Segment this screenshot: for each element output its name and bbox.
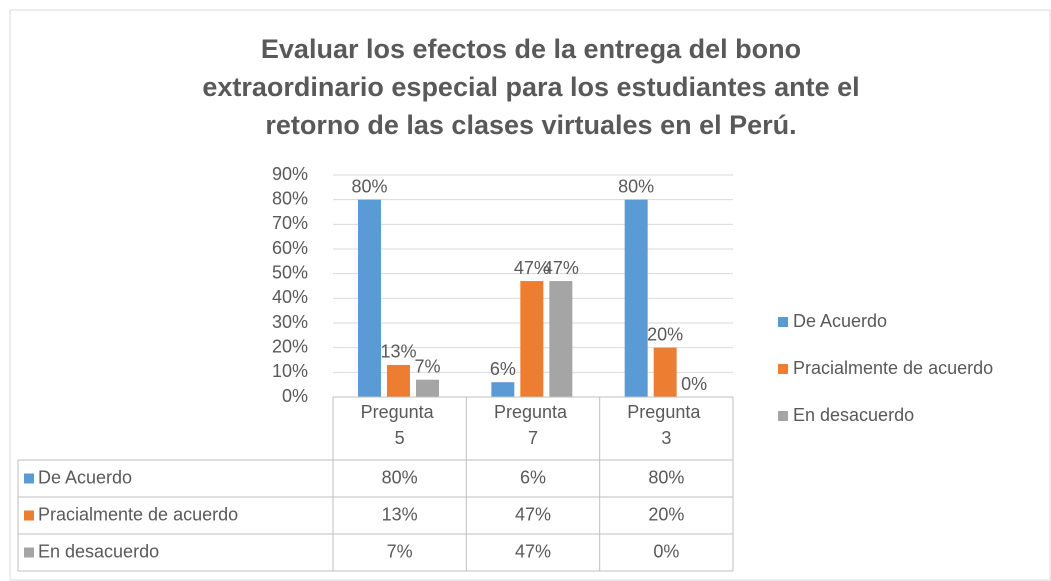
chart-title: Evaluar los efectos de la entrega del bo… (261, 34, 801, 64)
data-label: 47% (514, 258, 550, 278)
table-cell: 80% (382, 467, 418, 487)
y-tick-label: 70% (272, 213, 308, 233)
table-cell: 80% (648, 467, 684, 487)
table-cell: 0% (653, 541, 679, 561)
x-tick-label: Pregunta 5 (361, 402, 439, 448)
data-label: 0% (681, 374, 707, 394)
y-tick-label: 20% (272, 336, 308, 356)
data-label: 13% (380, 342, 416, 362)
data-label: 80% (351, 176, 387, 196)
data-label: 6% (490, 359, 516, 379)
legend-label: De Acuerdo (793, 311, 887, 331)
data-label: 80% (618, 176, 654, 196)
legend-key (778, 364, 788, 374)
bar (416, 379, 439, 397)
table-legend-key (24, 510, 34, 521)
bar (387, 364, 410, 397)
table-cell: 47% (515, 504, 551, 524)
x-tick-label: Pregunta 3 (627, 402, 705, 448)
y-tick-label: 10% (272, 361, 308, 381)
y-tick-label: 60% (272, 238, 308, 258)
bar (491, 382, 515, 397)
table-legend-key (24, 473, 34, 484)
y-tick-label: 0% (282, 386, 308, 406)
table-series-name: Pracialmente de acuerdo (38, 504, 238, 524)
legend-label: Pracialmente de acuerdo (793, 358, 993, 378)
y-tick-label: 90% (272, 164, 308, 184)
legend-key (778, 411, 788, 421)
x-tick-label: Pregunta 7 (494, 402, 572, 448)
y-tick-label: 40% (272, 287, 308, 307)
bar (358, 199, 381, 397)
table-cell: 7% (387, 541, 413, 561)
table-cell: 47% (515, 541, 551, 561)
data-label: 7% (414, 356, 440, 376)
data-label: 47% (543, 258, 579, 278)
bar (653, 347, 677, 397)
table-cell: 20% (648, 504, 684, 524)
legend-key (778, 317, 788, 327)
chart-title: retorno de las clases virtuales en el Pe… (265, 110, 796, 140)
y-tick-label: 80% (272, 188, 308, 208)
bar (549, 281, 573, 397)
data-label: 20% (647, 324, 683, 344)
table-cell: 13% (382, 504, 418, 524)
table-series-name: En desacuerdo (38, 541, 159, 561)
y-tick-label: 50% (272, 262, 308, 282)
bar (520, 281, 544, 397)
bar (624, 199, 648, 397)
table-series-name: De Acuerdo (38, 467, 132, 487)
chart-title: extraordinario especial para los estudia… (202, 72, 859, 102)
legend-label: En desacuerdo (793, 405, 914, 425)
y-tick-label: 30% (272, 312, 308, 332)
table-legend-key (24, 547, 34, 558)
table-cell: 6% (520, 467, 546, 487)
